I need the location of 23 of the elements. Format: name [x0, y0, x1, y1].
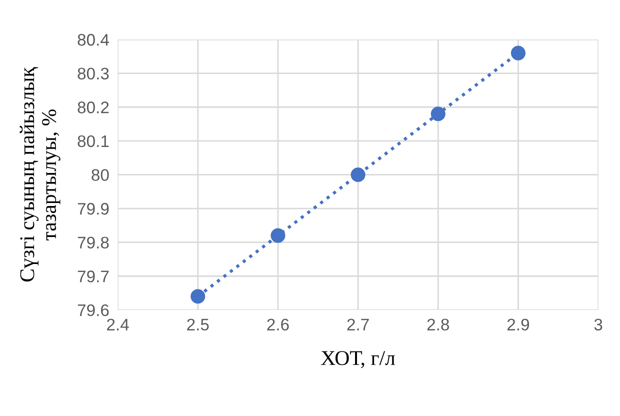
point	[430, 106, 446, 122]
y-tick-label: 80.1	[78, 135, 109, 148]
x-tick-label: 2.8	[427, 318, 449, 330]
y-tick-label: 80.2	[78, 102, 109, 114]
y-tick-label: 80	[92, 169, 109, 181]
point	[350, 167, 366, 182]
y-tick-label: 79.6	[78, 304, 109, 316]
y-tick-label: 79.7	[78, 270, 109, 282]
point	[510, 46, 526, 60]
x-tick-label: 2.6	[267, 318, 289, 330]
y-tick-label: 79.9	[78, 202, 109, 215]
x-tick-label: 2.7	[347, 318, 369, 330]
x-tick-label: 3	[594, 318, 602, 330]
x-axis-title: ХОТ, г/л	[321, 351, 395, 368]
point	[270, 228, 286, 243]
x-tick-label: 2.4	[107, 318, 129, 330]
x-tick-label: 2.5	[187, 318, 209, 330]
point	[190, 289, 206, 304]
y-tick-label: 80.3	[78, 68, 109, 80]
y-tick-label: 79.8	[78, 236, 109, 249]
y-tick-label: 80.4	[78, 34, 109, 46]
y-axis-title: Сүзгі суының пайызлық тазартылуы, %	[20, 67, 60, 282]
x-tick-label: 2.9	[507, 318, 530, 330]
